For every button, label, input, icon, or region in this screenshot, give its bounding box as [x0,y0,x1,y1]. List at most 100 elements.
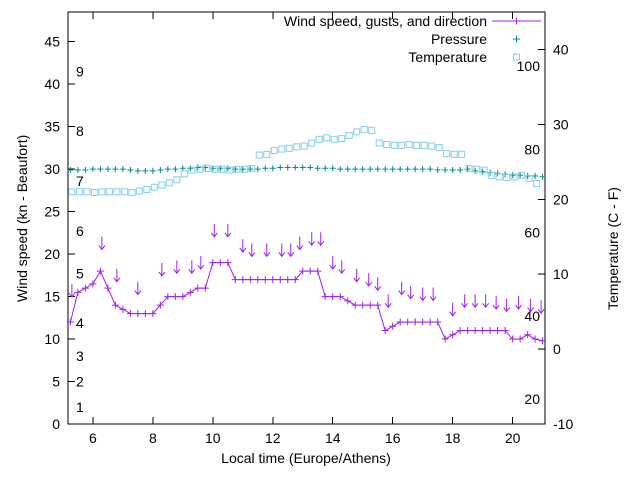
temperature-marker [165,179,173,187]
pressure-marker [509,172,516,179]
wind-speed-marker [239,276,247,284]
x-tick-label: 16 [385,430,401,446]
plot-border [67,11,546,425]
y-tick-label: 30 [44,161,60,177]
temperature-marker [68,188,76,196]
legend: Wind speed, gusts, and direction Pressure… [284,13,541,65]
gust-arrow [329,256,337,270]
pressure-marker [164,166,171,173]
wind-speed-marker [426,318,434,326]
gust-arrow [287,243,295,258]
temperature-marker [270,147,278,155]
fahrenheit-scale-label: 20 [524,391,540,407]
pressure-marker [329,165,336,172]
gust-arrow [239,239,247,253]
gust-arrow [296,236,304,251]
pressure-marker [412,166,419,173]
temperature-marker [375,139,383,147]
wind-speed-marker [381,327,389,335]
temperature-marker [353,128,361,136]
wind-speed-marker [186,288,194,296]
gust-arrow [317,232,325,247]
beaufort-scale-label: 8 [76,123,84,139]
temperature-marker [255,151,263,159]
y-tick-label: 20 [44,246,60,262]
gust-arrow [278,243,286,258]
pressure-marker [292,164,299,171]
temperature-marker [420,141,428,149]
temperature-marker [173,176,181,184]
gust-arrow [515,296,523,310]
tick-marks [68,12,545,425]
pressure-marker [337,166,344,173]
wind-speed-marker [299,267,307,275]
pressure-marker [284,164,291,171]
wind-speed-marker [179,293,187,301]
y-tick-label: 45 [44,34,60,50]
temperature-series [68,126,541,197]
gust-arrow [68,284,76,298]
pressure-marker [89,166,96,173]
temperature-marker [75,188,83,196]
pressure-marker [67,167,74,174]
temperature-marker [113,188,121,196]
x-tick-label: 18 [445,430,461,446]
wind-speed-marker [351,301,359,309]
pressure-marker [314,165,321,172]
gust-arrow [365,273,373,287]
pressure-marker [532,172,539,179]
temperature-marker [458,150,466,158]
wind-speed-marker [126,310,134,318]
temperature-marker [315,135,323,143]
wind-speed-marker [261,276,269,284]
gust-arrow [134,281,142,296]
wind-speed-marker [531,335,539,343]
legend-label: Wind speed, gusts, and direction [284,13,487,29]
wind-speed-marker [539,337,547,345]
x-tick-label: 14 [325,430,341,446]
gust-arrow [492,296,500,310]
legend-marker-square [513,53,520,61]
temperature-marker [83,188,91,196]
legend-label: Temperature [408,49,487,65]
fahrenheit-scale-label: 100 [517,58,541,74]
wind-speed-marker [389,322,397,330]
gust-arrow [429,287,437,302]
wind-speed-marker [171,293,179,301]
pressure-marker [172,166,179,173]
temperature-marker [195,165,203,173]
pressure-marker [149,167,156,174]
legend-marker-plus [513,35,520,43]
temperature-marker [345,132,353,140]
pressure-marker [82,167,89,174]
tick-labels: 6 8 10 12 14 16 18 20051015202530354045-1001020… [44,34,573,446]
temperature-marker [105,188,113,196]
y-tick-label: 25 [44,204,60,220]
x-tick-label: 20 [505,430,521,446]
temperature-marker [285,144,293,152]
temperature-marker [120,188,128,196]
wind-speed-marker [396,318,404,326]
pressure-marker [419,166,426,173]
wind-speed-marker [306,267,314,275]
wind-speed-marker [374,301,382,309]
beaufort-scale-label: 7 [76,173,84,189]
pressure-marker [187,165,194,172]
temperature-marker [210,165,218,173]
pressure-marker [307,164,314,171]
y-tick-label: 35 [44,119,60,135]
temperature-marker [338,135,346,143]
wind-speed-marker [194,284,202,292]
fahrenheit-scale-label: 40 [524,308,540,324]
temperature-marker [465,165,473,173]
gust-arrow [224,223,232,238]
gust-arrow [308,232,316,247]
wind-speed-marker [104,284,112,292]
gust-arrow [461,294,469,309]
gust-arrow [398,281,406,296]
pressure-marker [254,166,261,173]
y2-axis-title: Temperature (C - F) [605,187,621,310]
temperature-marker [428,142,436,150]
